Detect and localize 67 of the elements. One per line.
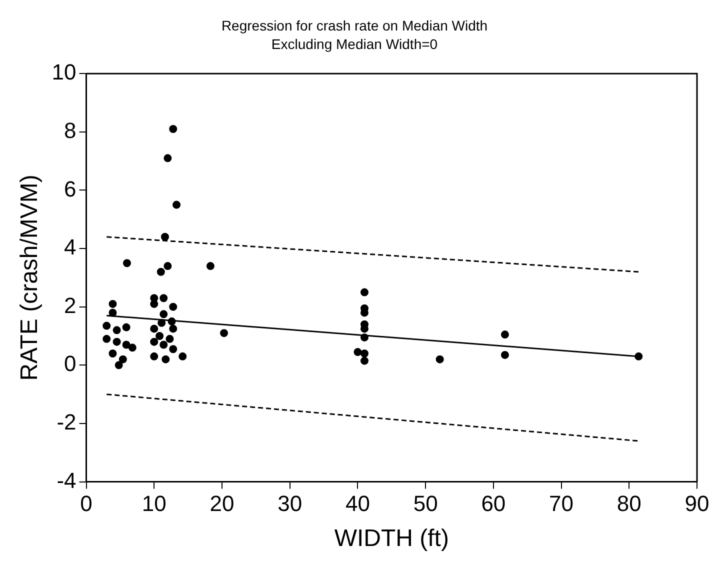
point xyxy=(206,262,214,270)
y-tick-label: 0 xyxy=(64,351,76,376)
point xyxy=(158,318,166,327)
y-tick-label: -2 xyxy=(56,410,76,435)
point xyxy=(108,308,117,317)
y-tick-label: -4 xyxy=(56,468,76,493)
x-tick-label: 30 xyxy=(278,491,302,516)
y-tick-label: 10 xyxy=(52,60,76,85)
point xyxy=(156,332,164,340)
y-tick-label: 8 xyxy=(64,118,76,143)
point xyxy=(108,350,117,358)
point xyxy=(118,355,127,364)
point xyxy=(360,333,368,342)
point xyxy=(500,330,509,339)
point xyxy=(172,200,181,209)
point xyxy=(164,262,172,270)
point xyxy=(360,356,368,365)
point xyxy=(122,323,130,332)
point xyxy=(112,338,121,346)
y-tick-label: 2 xyxy=(64,292,76,318)
point xyxy=(122,340,130,349)
point xyxy=(160,294,168,302)
point xyxy=(360,288,368,296)
x-tick-label: 0 xyxy=(80,491,92,516)
point xyxy=(169,345,178,354)
point xyxy=(160,232,169,241)
x-tick-label: 80 xyxy=(616,491,642,516)
point xyxy=(169,302,178,311)
point xyxy=(169,125,178,133)
y-axis-title: RATE (crash/MVM) xyxy=(16,174,44,381)
point xyxy=(166,334,174,343)
point xyxy=(169,324,178,333)
point xyxy=(162,355,170,364)
point xyxy=(128,344,136,352)
point xyxy=(102,322,111,330)
point xyxy=(108,300,117,308)
point xyxy=(112,326,121,334)
y-tick-label: 6 xyxy=(64,176,76,202)
point xyxy=(634,352,643,360)
point xyxy=(156,268,165,276)
point xyxy=(150,352,158,360)
x-tick-label: 40 xyxy=(345,491,370,516)
point xyxy=(160,310,168,318)
point xyxy=(168,317,176,326)
point xyxy=(354,348,362,356)
x-tick-label: 10 xyxy=(142,491,166,516)
x-tick-label: 50 xyxy=(413,491,438,516)
x-axis-title: WIDTH (ft) xyxy=(334,525,449,552)
point xyxy=(114,361,123,370)
x-tick-label: 20 xyxy=(210,491,234,516)
point xyxy=(102,334,111,343)
point xyxy=(160,340,168,349)
y-tick-label: 4 xyxy=(64,234,76,260)
point xyxy=(500,350,509,359)
point xyxy=(122,259,131,268)
chart-title: Regression for crash rate on Median Width xyxy=(221,17,488,34)
point xyxy=(150,338,158,346)
point xyxy=(164,154,172,162)
point xyxy=(220,329,228,338)
point xyxy=(436,355,444,364)
point xyxy=(178,352,187,360)
chart-subtitle: Excluding Median Width=0 xyxy=(271,36,438,52)
point xyxy=(150,324,158,333)
x-tick-label: 70 xyxy=(549,491,574,516)
x-tick-label: 60 xyxy=(481,491,506,516)
point xyxy=(360,350,368,358)
x-tick-label: 90 xyxy=(684,491,710,516)
